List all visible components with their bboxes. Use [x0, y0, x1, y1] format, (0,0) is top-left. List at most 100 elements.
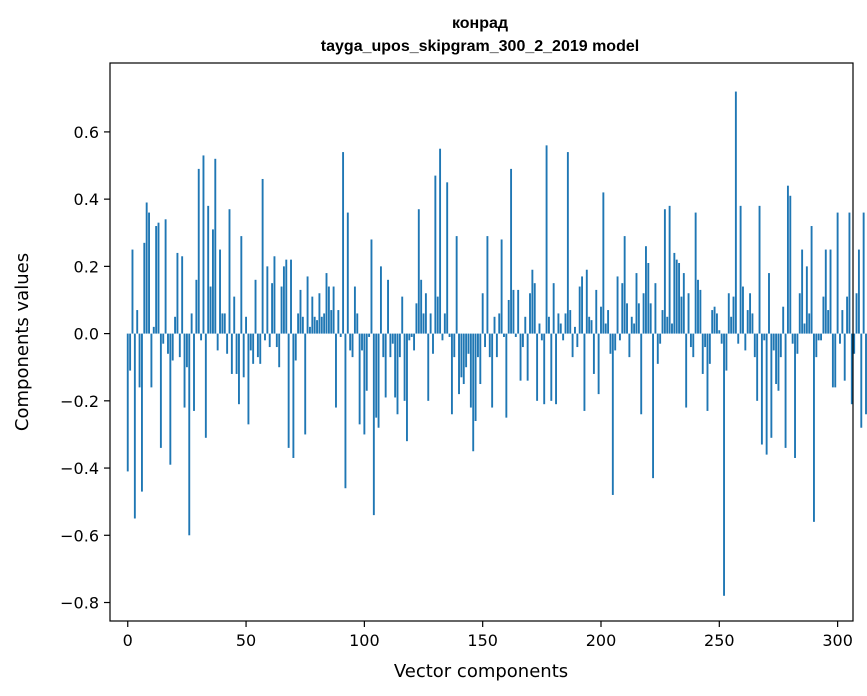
bar-259 [739, 205, 742, 334]
bar-183 [559, 323, 562, 334]
bar-114 [396, 333, 399, 415]
bar-211 [626, 303, 628, 334]
bar-303 [843, 333, 846, 381]
bar-136 [448, 333, 451, 337]
x-tick-label-200: 200 [586, 631, 617, 650]
bar-142 [462, 333, 465, 385]
bar-45 [233, 296, 236, 334]
plot-frame [109, 62, 854, 622]
bar-193 [583, 333, 586, 411]
bar-161 [507, 299, 510, 334]
bar-216 [637, 303, 640, 334]
bar-49 [242, 333, 245, 378]
bar-263 [749, 293, 752, 334]
bar-283 [796, 333, 799, 354]
bar-165 [517, 289, 520, 334]
bar-72 [297, 313, 300, 334]
bar-167 [521, 333, 524, 348]
bar-18 [169, 333, 172, 465]
bar-127 [427, 333, 430, 401]
bar-171 [531, 269, 534, 334]
bar-76 [306, 276, 309, 334]
bar-11 [152, 326, 155, 334]
bar-207 [616, 276, 619, 334]
y-tick-label-3: −0.2 [60, 392, 99, 411]
bar-69 [290, 259, 292, 334]
bar-232 [675, 259, 678, 334]
bar-237 [687, 293, 690, 334]
bar-267 [758, 205, 761, 334]
bar-287 [805, 266, 808, 334]
bar-37 [214, 158, 217, 334]
bar-147 [474, 333, 477, 421]
bar-209 [621, 283, 624, 334]
bar-291 [815, 333, 818, 358]
bar-158 [500, 239, 503, 334]
bar-140 [458, 333, 460, 395]
bar-265 [753, 333, 756, 358]
bar-14 [159, 333, 162, 448]
bar-65 [280, 286, 283, 334]
bar-219 [645, 246, 647, 334]
bar-278 [784, 333, 787, 448]
bar-75 [304, 333, 307, 435]
bar-280 [789, 195, 792, 334]
x-tick-label-100: 100 [349, 631, 380, 650]
bar-53 [252, 333, 255, 364]
bar-122 [415, 303, 418, 334]
bar-52 [249, 333, 252, 351]
bar-249 [715, 313, 718, 334]
bar-34 [207, 205, 210, 334]
bar-284 [798, 293, 801, 334]
bar-308 [855, 293, 858, 334]
y-axis: −0.8 −0.6 −0.4 −0.2 0.0 0.2 0.4 0.6 [60, 123, 110, 613]
bar-250 [718, 330, 721, 334]
bar-4 [136, 310, 139, 334]
bar-164 [514, 333, 517, 337]
bar-215 [635, 273, 638, 334]
bar-159 [503, 333, 505, 337]
x-tick-label-50: 50 [236, 631, 256, 650]
bar-224 [656, 333, 659, 364]
bar-244 [704, 333, 707, 348]
bar-274 [775, 333, 778, 385]
bar-58 [264, 333, 266, 341]
bar-222 [652, 333, 654, 479]
bar-175 [540, 333, 543, 341]
bar-184 [562, 333, 565, 341]
bar-275 [777, 333, 780, 391]
bar-131 [436, 296, 439, 334]
bar-16 [164, 219, 167, 334]
bar-119 [408, 333, 411, 341]
bar-254 [727, 293, 730, 334]
bar-94 [349, 333, 352, 351]
bar-84 [325, 273, 328, 334]
bar-199 [597, 333, 600, 395]
bar-89 [337, 310, 340, 334]
bar-83 [323, 313, 326, 334]
bar-82 [320, 316, 323, 334]
x-axis: 0 50 100 150 200 250 300 [123, 621, 853, 650]
bar-60 [268, 333, 271, 348]
bar-203 [607, 310, 610, 334]
bar-87 [332, 286, 335, 334]
bar-24 [183, 333, 186, 408]
bar-20 [174, 316, 177, 334]
bar-208 [618, 333, 621, 341]
bar-9 [148, 212, 150, 334]
bar-148 [477, 333, 479, 358]
bar-271 [768, 273, 770, 334]
bar-22 [178, 333, 181, 358]
bar-273 [772, 333, 775, 351]
bar-194 [585, 269, 588, 334]
bar-170 [529, 293, 531, 334]
bar-36 [211, 229, 214, 334]
bar-154 [491, 333, 494, 408]
bar-39 [219, 249, 221, 334]
bar-173 [536, 333, 539, 401]
bar-185 [564, 313, 567, 334]
bar-305 [848, 212, 851, 334]
bar-201 [602, 192, 605, 334]
bar-174 [538, 323, 541, 334]
bar-182 [557, 313, 560, 334]
